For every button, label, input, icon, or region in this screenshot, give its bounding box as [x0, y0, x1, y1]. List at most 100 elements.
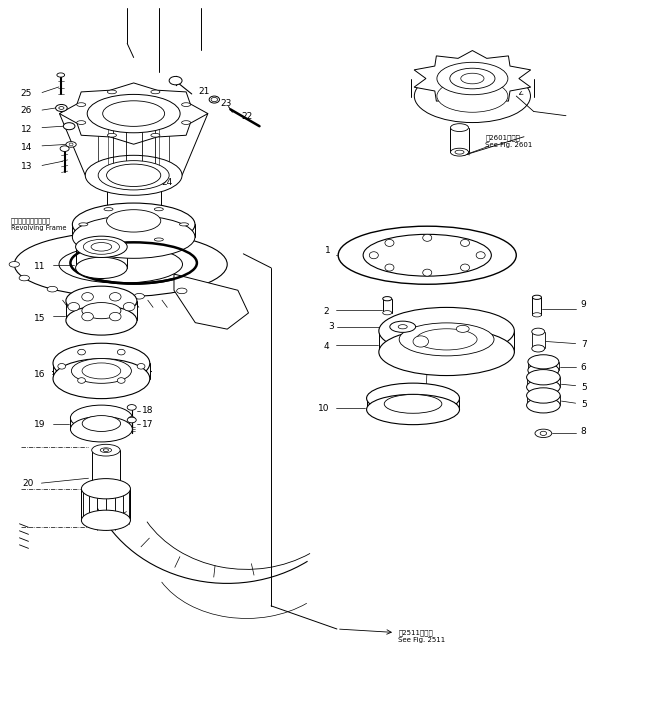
Text: 9: 9: [581, 300, 586, 309]
Ellipse shape: [399, 325, 407, 329]
Ellipse shape: [151, 90, 160, 94]
Ellipse shape: [379, 329, 515, 375]
Ellipse shape: [92, 444, 120, 456]
Ellipse shape: [455, 150, 464, 154]
Ellipse shape: [123, 303, 135, 311]
Ellipse shape: [413, 336, 428, 347]
Ellipse shape: [76, 236, 127, 258]
Ellipse shape: [110, 293, 121, 301]
Ellipse shape: [528, 355, 559, 369]
Ellipse shape: [383, 296, 392, 301]
Ellipse shape: [533, 295, 542, 299]
Ellipse shape: [110, 313, 121, 321]
Ellipse shape: [137, 363, 145, 369]
Ellipse shape: [527, 370, 560, 385]
Ellipse shape: [527, 388, 560, 403]
Polygon shape: [60, 83, 208, 144]
Text: 5: 5: [581, 382, 586, 391]
Ellipse shape: [104, 238, 113, 241]
Ellipse shape: [461, 239, 470, 246]
Ellipse shape: [450, 124, 469, 132]
Ellipse shape: [437, 80, 508, 112]
Text: 24: 24: [161, 178, 172, 187]
Ellipse shape: [82, 303, 121, 319]
Text: 11: 11: [34, 262, 45, 271]
Text: 2: 2: [323, 307, 329, 316]
Ellipse shape: [181, 120, 191, 125]
Text: 7: 7: [581, 341, 586, 349]
Ellipse shape: [379, 308, 515, 355]
Ellipse shape: [177, 288, 187, 294]
Ellipse shape: [64, 122, 75, 130]
Ellipse shape: [86, 156, 182, 195]
Ellipse shape: [103, 448, 108, 451]
Ellipse shape: [179, 222, 189, 226]
Ellipse shape: [82, 313, 93, 321]
Ellipse shape: [82, 293, 93, 301]
Ellipse shape: [100, 448, 111, 453]
Ellipse shape: [385, 239, 394, 246]
Text: 14: 14: [21, 143, 32, 152]
Text: 4: 4: [323, 342, 329, 351]
Ellipse shape: [76, 103, 86, 106]
Ellipse shape: [66, 286, 137, 315]
Ellipse shape: [117, 377, 125, 383]
Ellipse shape: [416, 329, 477, 350]
Ellipse shape: [154, 208, 163, 210]
Ellipse shape: [414, 70, 531, 122]
Text: 3: 3: [328, 322, 334, 332]
Ellipse shape: [98, 161, 169, 190]
Ellipse shape: [73, 203, 195, 246]
Ellipse shape: [56, 104, 67, 111]
Ellipse shape: [87, 94, 180, 133]
Ellipse shape: [106, 164, 161, 187]
Ellipse shape: [437, 63, 508, 95]
Ellipse shape: [66, 142, 76, 147]
Ellipse shape: [476, 252, 485, 259]
Text: 22: 22: [242, 112, 253, 121]
Ellipse shape: [535, 429, 551, 438]
Ellipse shape: [385, 264, 394, 271]
Text: 17: 17: [142, 420, 154, 429]
Ellipse shape: [71, 405, 132, 431]
Ellipse shape: [540, 432, 547, 436]
Ellipse shape: [91, 243, 111, 251]
Ellipse shape: [422, 269, 432, 276]
Ellipse shape: [104, 208, 113, 210]
Text: 18: 18: [142, 406, 154, 415]
Ellipse shape: [19, 275, 29, 281]
Ellipse shape: [76, 257, 127, 279]
Ellipse shape: [106, 210, 161, 232]
Ellipse shape: [383, 310, 392, 315]
Ellipse shape: [367, 383, 459, 413]
Ellipse shape: [127, 405, 136, 410]
Ellipse shape: [102, 101, 165, 127]
Text: 10: 10: [318, 403, 329, 413]
Ellipse shape: [9, 262, 19, 267]
Ellipse shape: [47, 287, 58, 292]
Text: 20: 20: [22, 479, 34, 489]
Ellipse shape: [456, 325, 469, 332]
Ellipse shape: [169, 77, 182, 85]
Ellipse shape: [76, 120, 86, 125]
Ellipse shape: [53, 344, 150, 383]
Ellipse shape: [450, 68, 495, 89]
Ellipse shape: [533, 313, 542, 317]
Text: 19: 19: [34, 420, 45, 429]
Ellipse shape: [73, 215, 195, 258]
Ellipse shape: [82, 363, 121, 379]
Text: 5: 5: [581, 400, 586, 409]
Ellipse shape: [79, 222, 88, 226]
Polygon shape: [174, 274, 249, 329]
Ellipse shape: [390, 321, 415, 332]
Text: 図2511図参照
See Fig. 2511: 図2511図参照 See Fig. 2511: [399, 629, 445, 643]
Ellipse shape: [181, 103, 191, 106]
Ellipse shape: [532, 328, 545, 335]
Ellipse shape: [369, 252, 378, 259]
Text: 8: 8: [581, 427, 586, 436]
Text: 16: 16: [34, 370, 45, 379]
Ellipse shape: [108, 90, 117, 94]
Ellipse shape: [117, 349, 125, 355]
Text: 23: 23: [221, 99, 232, 108]
Text: 図2601図参照
See Fig. 2601: 図2601図参照 See Fig. 2601: [485, 135, 533, 149]
